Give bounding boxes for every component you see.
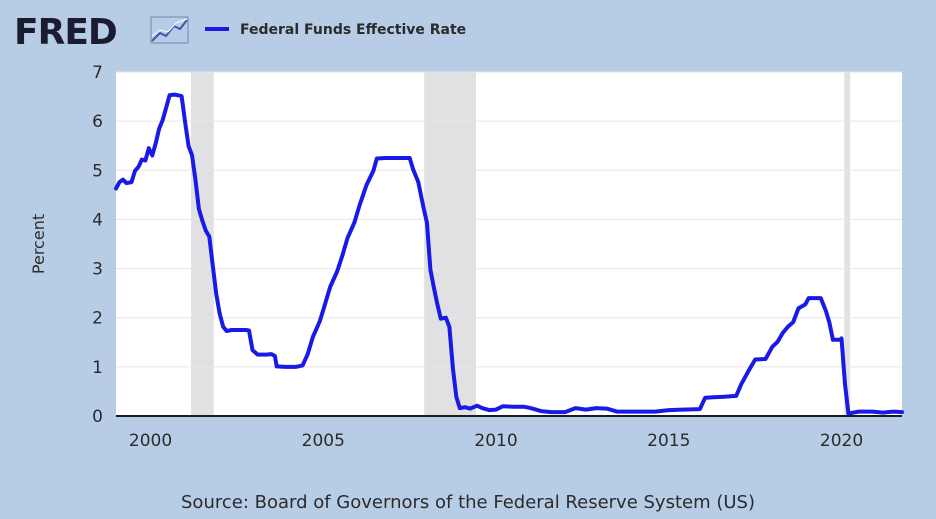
recession-band [190,72,214,416]
y-tick-label: 0 [92,407,103,427]
series-lines [114,92,904,416]
fred-logo[interactable]: FRED [14,12,189,53]
y-tick-labels: 0 1 2 3 4 5 6 7 [92,63,103,427]
source-note: Source: Board of Governors of the Federa… [181,492,755,513]
legend: Federal Funds Effective Rate [205,22,466,38]
recession-band [424,72,477,416]
plot-area [116,72,902,416]
series-line [114,92,904,416]
y-axis-label: Percent [29,214,48,274]
legend-series-label: Federal Funds Effective Rate [240,22,466,38]
recession-band [844,72,851,416]
y-tick-label: 4 [92,210,103,230]
y-tick-label: 3 [92,260,103,280]
x-tick-labels: 2000 2005 2010 2015 2020 [129,431,863,451]
trend-line-icon [150,16,189,44]
x-tick-label: 2005 [302,431,345,451]
y-tick-label: 6 [92,112,103,132]
fred-logo-text: FRED [14,12,117,53]
y-tick-label: 7 [92,63,103,83]
y-tick-label: 5 [92,161,103,181]
y-tick-label: 2 [92,309,103,329]
y-tick-label: 1 [92,358,103,378]
x-tick-label: 2015 [647,431,690,451]
x-tick-label: 2010 [474,431,517,451]
x-tick-label: 2000 [129,431,172,451]
gridlines [116,71,902,368]
x-tick-label: 2020 [820,431,863,451]
